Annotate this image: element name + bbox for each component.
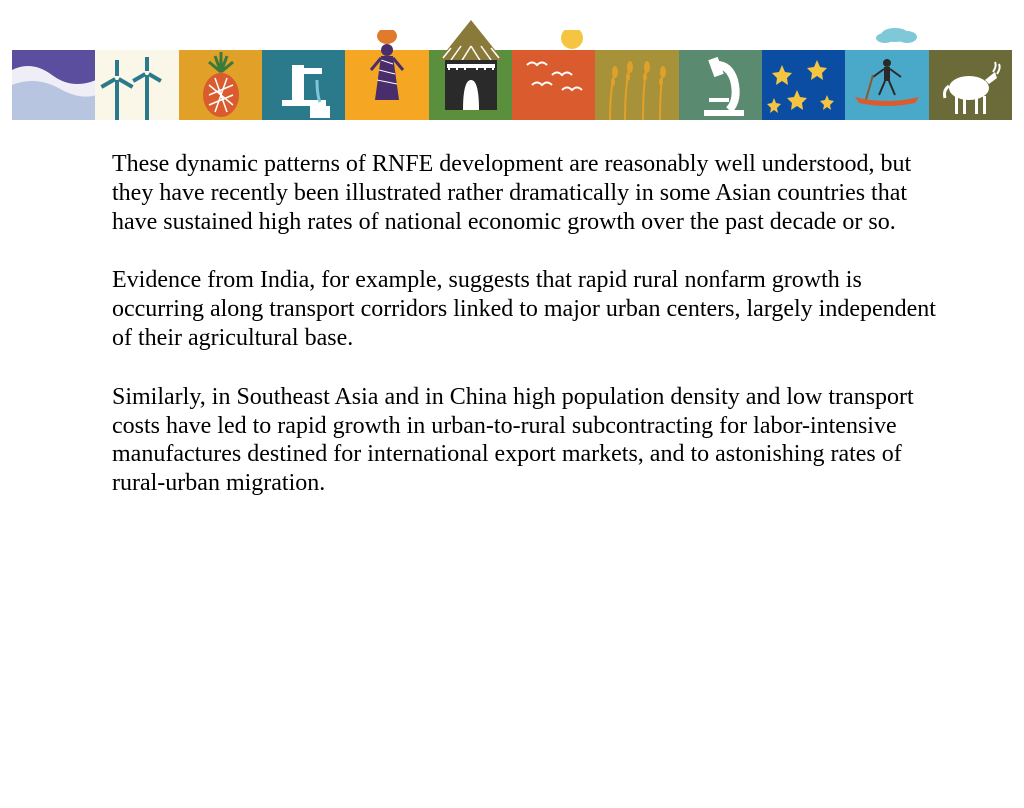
paragraph-3: Similarly, in Southeast Asia and in Chin… — [112, 383, 952, 498]
tile-wheat — [595, 50, 678, 120]
tile-boatman — [845, 50, 928, 120]
paragraph-2: Evidence from India, for example, sugges… — [112, 266, 952, 352]
tile-microscope — [679, 50, 762, 120]
tile-goat — [929, 50, 1012, 120]
slide-body: These dynamic patterns of RNFE developme… — [72, 150, 952, 498]
tile-windmill — [95, 50, 178, 120]
tile-pump — [262, 50, 345, 120]
tile-birds — [512, 50, 595, 120]
banner-strip — [12, 40, 1012, 120]
tile-woman-pot — [345, 50, 428, 120]
tile-stars — [762, 50, 845, 120]
paragraph-1: These dynamic patterns of RNFE developme… — [112, 150, 952, 236]
tile-pineapple — [179, 50, 262, 120]
tile-river — [12, 50, 95, 120]
tile-hut — [429, 50, 512, 120]
